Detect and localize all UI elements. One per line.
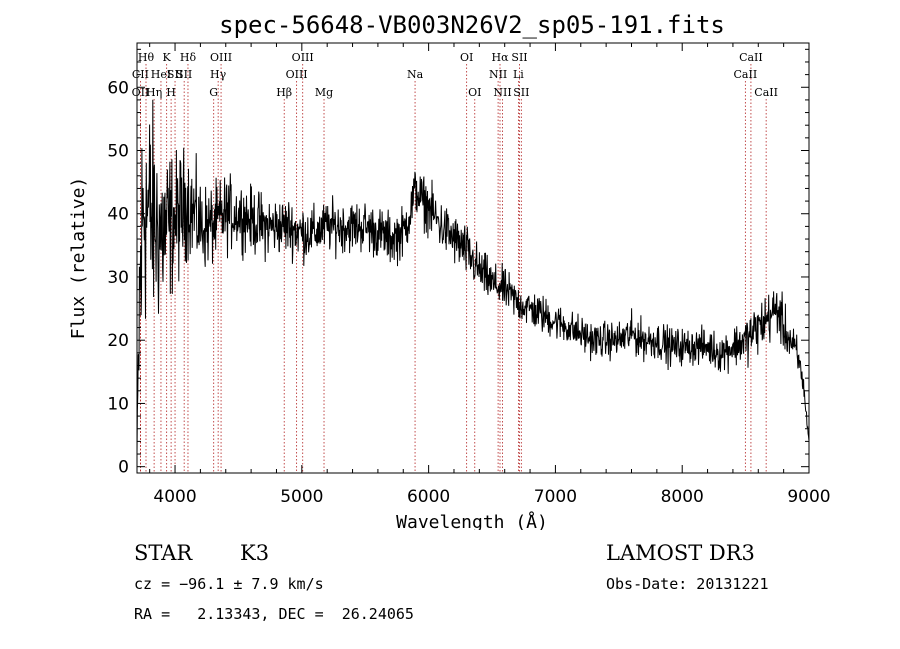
- y-tick-label: 0: [118, 458, 129, 478]
- emission-line-markers: [140, 64, 767, 473]
- y-axis-ticks: 0 10 20 30 40 50 60: [107, 48, 809, 478]
- line-label: OIII: [292, 51, 314, 64]
- line-label: G: [209, 86, 218, 99]
- line-label: Mg: [315, 86, 333, 99]
- line-label: SII: [167, 68, 183, 81]
- line-label: K: [163, 51, 172, 64]
- line-label: SII: [513, 86, 529, 99]
- object-subclass: K3: [240, 541, 270, 565]
- line-label: OIII: [210, 51, 232, 64]
- redshift-cz: cz = −96.1 ± 7.9 km/s: [134, 575, 324, 593]
- x-axis-label: Wavelength (Å): [396, 511, 548, 530]
- line-label: OI: [468, 86, 481, 99]
- line-label: NII: [493, 86, 511, 99]
- observation-date: Obs-Date: 20131221: [606, 575, 769, 593]
- line-label: CaII: [734, 68, 758, 81]
- line-label: HeI: [151, 68, 171, 81]
- line-label: Hγ: [210, 68, 227, 81]
- line-label: SII: [511, 51, 527, 64]
- spectrum-chart: spec-56648-VB003N26V2_sp05-191.fits CIIO…: [68, 11, 831, 530]
- y-tick-label: 30: [107, 268, 129, 288]
- x-tick-label: 7000: [534, 487, 577, 507]
- y-axis-label: Flux (relative): [68, 177, 89, 340]
- coordinates: RA = 2.13343, DEC = 26.24065: [134, 605, 414, 623]
- line-label: CaII: [739, 51, 763, 64]
- y-tick-label: 40: [107, 205, 129, 225]
- line-label: CaII: [754, 86, 778, 99]
- x-tick-label: 8000: [661, 487, 704, 507]
- line-label: Na: [407, 68, 424, 81]
- chart-title: spec-56648-VB003N26V2_sp05-191.fits: [219, 11, 725, 39]
- x-tick-label: 9000: [787, 487, 830, 507]
- line-label: OI: [460, 51, 473, 64]
- x-tick-label: 6000: [407, 487, 450, 507]
- line-label: Li: [513, 68, 524, 81]
- line-label: Hθ: [138, 51, 155, 64]
- line-label: Hη: [146, 86, 162, 99]
- y-tick-label: 20: [107, 331, 129, 351]
- x-tick-label: 5000: [280, 487, 323, 507]
- line-label: SII: [176, 68, 192, 81]
- line-label: Hα: [491, 51, 509, 64]
- survey-name: LAMOST DR3: [606, 541, 755, 565]
- line-label: Hβ: [276, 86, 292, 99]
- x-tick-label: 4000: [153, 487, 196, 507]
- y-tick-label: 10: [107, 394, 129, 414]
- line-label: NII: [489, 68, 507, 81]
- y-tick-label: 50: [107, 142, 129, 162]
- line-label: OII: [132, 86, 150, 99]
- plot-frame: [136, 42, 810, 474]
- x-axis-ticks: 4000 5000 6000 7000 8000 9000: [149, 43, 831, 507]
- y-tick-label: 60: [107, 78, 129, 98]
- object-class: STAR: [134, 541, 193, 565]
- line-label: H: [166, 86, 176, 99]
- line-label: OIII: [286, 68, 308, 81]
- spectrum-line: [136, 99, 810, 455]
- line-label: Hδ: [180, 51, 197, 64]
